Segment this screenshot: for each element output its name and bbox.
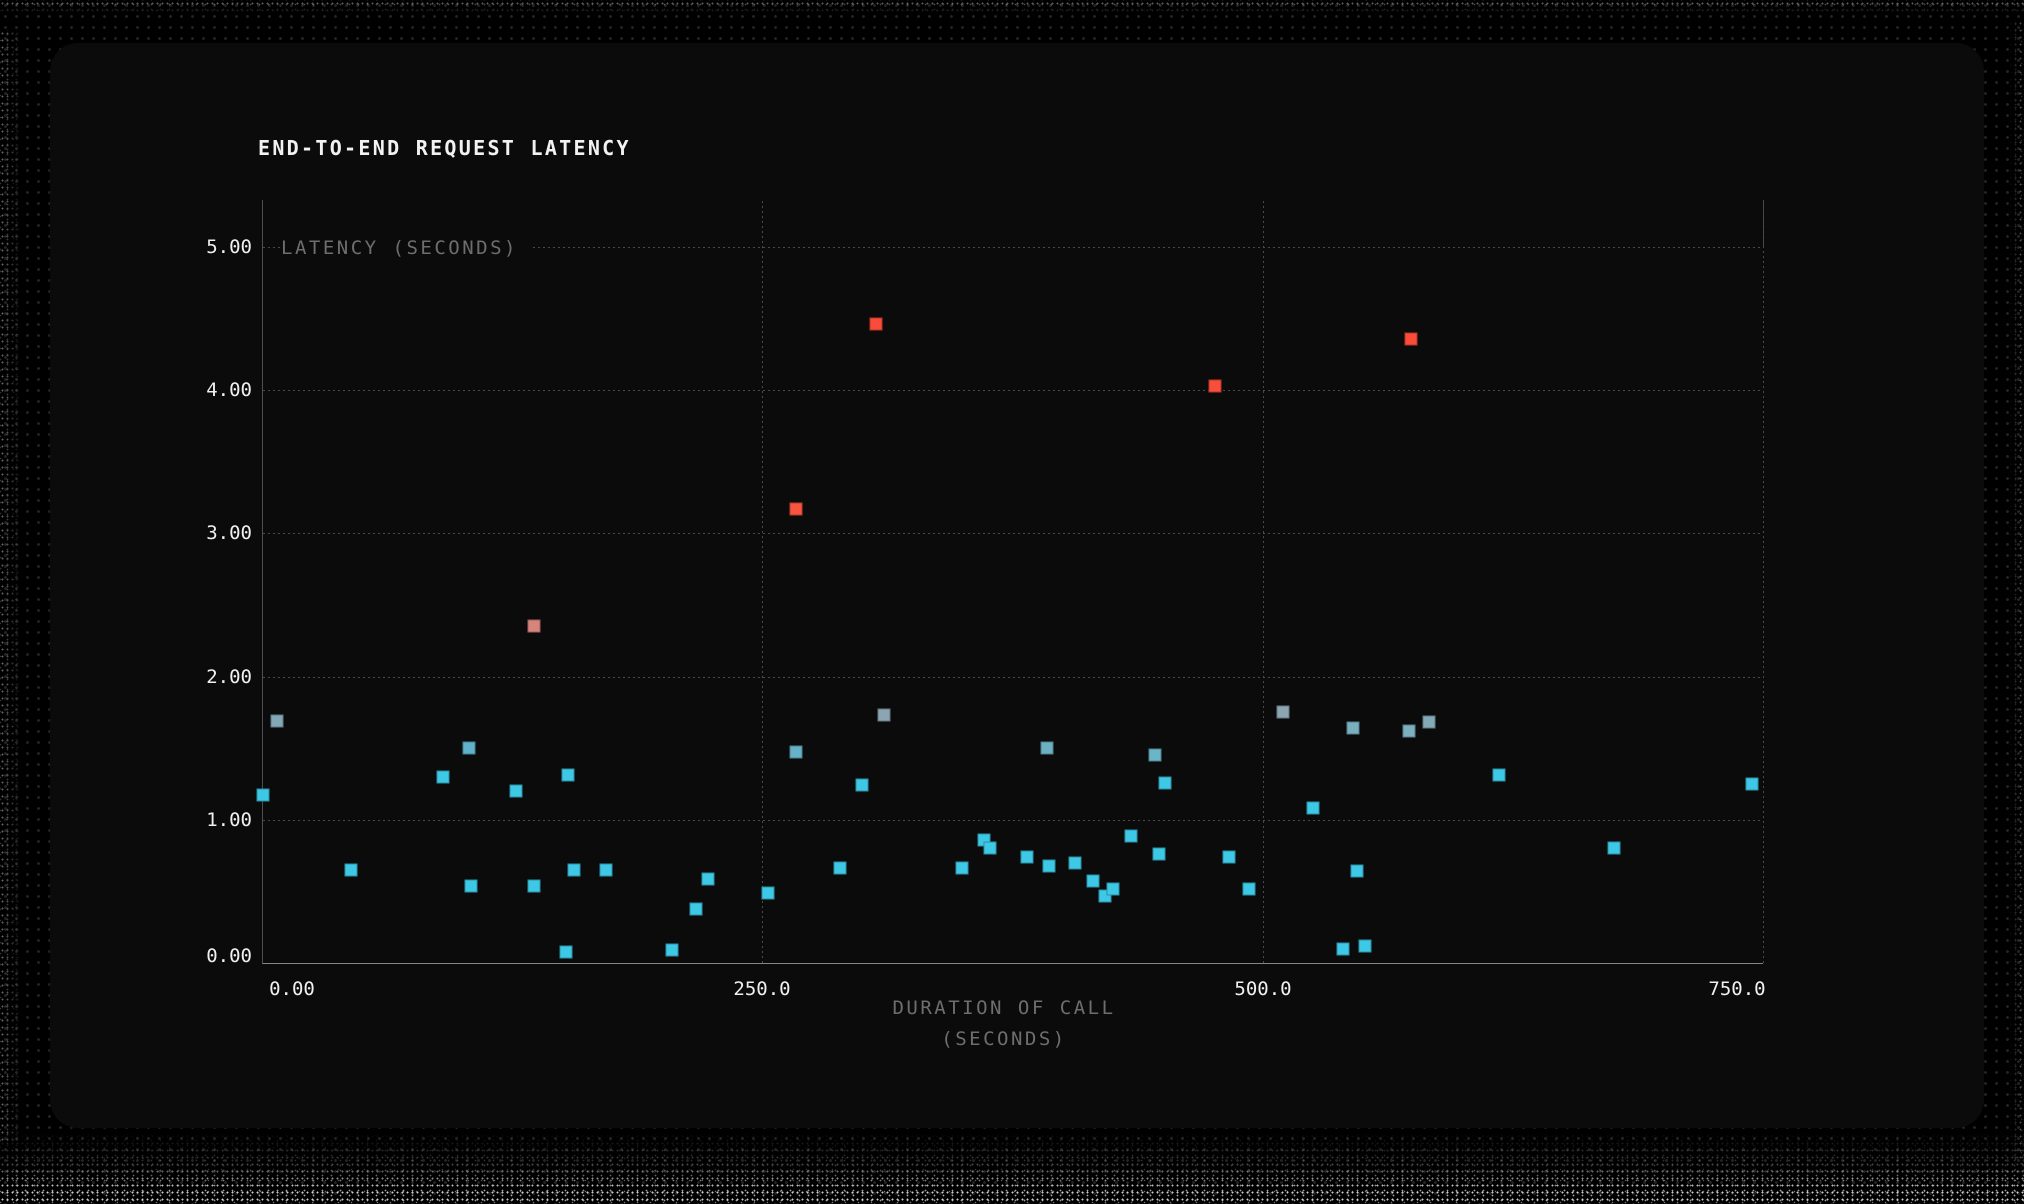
data-point	[1086, 874, 1100, 888]
x-tick-label-250.0: 250.0	[733, 978, 791, 1000]
x-gridline-500	[1263, 200, 1264, 963]
chart-panel: END-TO-END REQUEST LATENCY LATENCY (SECO…	[50, 43, 1984, 1128]
data-point	[1422, 715, 1436, 729]
x-gridline-250	[762, 200, 763, 963]
grain-bottom-edge	[0, 1126, 2024, 1204]
data-point	[833, 861, 847, 875]
data-point	[344, 863, 358, 877]
y-tick-label-3.00: 3.00	[206, 522, 252, 545]
data-point	[983, 841, 997, 855]
y-gridline-2	[263, 676, 1763, 678]
y-gridline-3	[263, 533, 1763, 535]
data-point	[509, 784, 522, 798]
data-point	[1276, 705, 1290, 719]
data-point	[1402, 724, 1416, 738]
y-tick-label-1.00: 1.00	[206, 808, 252, 831]
data-point	[1350, 864, 1364, 878]
data-point	[855, 778, 869, 792]
data-point	[1242, 882, 1256, 896]
data-point	[877, 708, 891, 722]
data-point	[462, 741, 476, 755]
data-point	[1106, 882, 1120, 896]
data-point	[1404, 332, 1418, 346]
data-point	[1745, 777, 1759, 791]
data-point	[436, 770, 450, 784]
data-point	[689, 902, 703, 916]
data-point	[701, 872, 715, 885]
data-point	[1068, 856, 1082, 870]
x-axis-title: DURATION OF CALL (SECONDS)	[892, 993, 1115, 1055]
data-point	[567, 863, 581, 877]
y-tick-label-4.00: 4.00	[206, 379, 252, 402]
data-point	[1158, 776, 1172, 790]
data-point	[1020, 850, 1034, 864]
y-tick-label-2.00: 2.00	[206, 665, 252, 688]
data-point	[561, 768, 575, 782]
data-point	[1607, 841, 1621, 855]
y-gridline-4	[263, 390, 1763, 392]
data-point	[1336, 942, 1350, 956]
plot-area: LATENCY (SECONDS) DURATION OF CALL (SECO…	[206, 200, 1766, 1050]
data-point	[1306, 801, 1320, 815]
grain-right-edge	[2008, 20, 2024, 1164]
y-tick-label-5.00: 5.00	[206, 236, 252, 258]
data-point	[1208, 379, 1222, 393]
y-tick-label-0.00: 0.00	[206, 945, 252, 967]
y-axis-title: LATENCY (SECONDS)	[281, 237, 530, 259]
data-point	[599, 863, 613, 877]
x-axis-title-line1: DURATION OF CALL	[892, 997, 1116, 1019]
data-point	[761, 886, 775, 900]
data-point	[1042, 859, 1056, 873]
x-tick-label-750.0: 750.0	[1708, 978, 1766, 1000]
y-gridline-1	[263, 819, 1763, 821]
data-point	[1040, 741, 1054, 755]
chart-title: END-TO-END REQUEST LATENCY	[258, 136, 631, 160]
data-point	[527, 619, 541, 633]
x-gridline-750	[1763, 200, 1764, 963]
data-point	[256, 788, 270, 802]
data-point	[789, 502, 803, 516]
data-point	[1222, 850, 1236, 864]
grain-left-edge	[0, 30, 24, 1144]
data-point	[270, 714, 284, 728]
data-point	[464, 879, 478, 893]
data-point	[527, 879, 541, 893]
data-point	[1152, 847, 1166, 861]
data-point	[1124, 829, 1138, 843]
data-point	[1358, 939, 1372, 953]
data-point	[1148, 748, 1162, 762]
data-point	[869, 317, 883, 331]
data-point	[559, 945, 573, 959]
y-gridline-5	[263, 247, 1763, 248]
data-point	[1346, 721, 1360, 735]
x-axis-title-line2: (SECONDS)	[941, 1028, 1067, 1050]
grain-top-edge	[0, 0, 2024, 14]
data-point	[665, 943, 679, 957]
data-point	[955, 861, 969, 875]
data-point	[1492, 768, 1506, 782]
data-point	[789, 745, 803, 759]
x-tick-label-500.0: 500.0	[1234, 978, 1292, 1000]
x-tick-label-0.00: 0.00	[269, 978, 315, 1000]
